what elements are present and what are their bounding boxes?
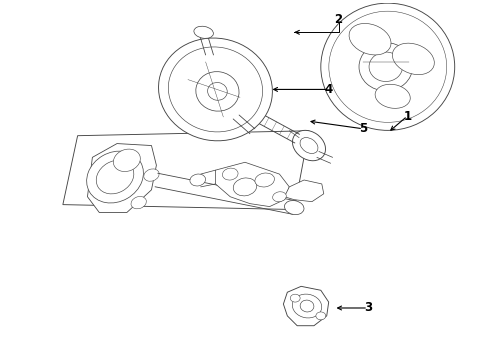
Ellipse shape [208, 82, 227, 100]
Text: 3: 3 [364, 301, 372, 315]
Polygon shape [63, 131, 309, 210]
Ellipse shape [131, 197, 147, 209]
Ellipse shape [144, 169, 159, 181]
Ellipse shape [87, 151, 144, 203]
Ellipse shape [392, 43, 434, 75]
Ellipse shape [285, 201, 304, 215]
Ellipse shape [375, 84, 410, 108]
Ellipse shape [196, 72, 239, 111]
Polygon shape [216, 162, 289, 207]
Ellipse shape [96, 160, 134, 194]
Ellipse shape [190, 174, 206, 186]
Ellipse shape [300, 300, 314, 312]
Ellipse shape [290, 294, 300, 302]
Ellipse shape [113, 149, 140, 171]
Text: 2: 2 [335, 13, 343, 26]
Ellipse shape [369, 52, 402, 81]
Ellipse shape [293, 294, 322, 318]
Ellipse shape [169, 47, 263, 132]
Ellipse shape [300, 138, 318, 153]
Ellipse shape [159, 38, 272, 141]
Ellipse shape [233, 178, 257, 196]
Ellipse shape [194, 26, 214, 39]
Ellipse shape [255, 173, 274, 187]
Polygon shape [284, 180, 324, 202]
Text: 4: 4 [324, 83, 333, 96]
Ellipse shape [349, 23, 391, 55]
Polygon shape [283, 286, 329, 326]
Text: 1: 1 [403, 109, 412, 122]
Ellipse shape [272, 192, 286, 202]
Text: 5: 5 [359, 122, 368, 135]
Ellipse shape [359, 43, 413, 91]
Ellipse shape [293, 130, 325, 161]
Ellipse shape [321, 3, 455, 130]
Ellipse shape [222, 168, 238, 180]
Polygon shape [88, 144, 156, 212]
Ellipse shape [316, 312, 326, 320]
